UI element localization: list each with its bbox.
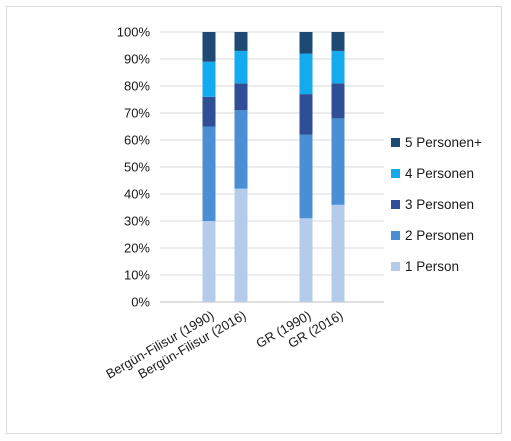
bar-segment bbox=[299, 218, 313, 302]
bar-segment bbox=[234, 50, 248, 84]
legend-swatch bbox=[391, 231, 400, 240]
y-tick-label: 90% bbox=[124, 52, 150, 67]
chart-frame bbox=[6, 6, 502, 434]
bar-segment bbox=[202, 61, 216, 97]
y-tick-label: 60% bbox=[124, 133, 150, 148]
bar-segment bbox=[202, 32, 216, 62]
bar-segment bbox=[331, 83, 345, 119]
legend-label: 3 Personen bbox=[405, 197, 474, 212]
bar-segment bbox=[299, 94, 313, 135]
legend-label: 2 Personen bbox=[405, 228, 474, 243]
y-tick-label: 20% bbox=[124, 241, 150, 256]
bar-segment bbox=[299, 32, 313, 54]
bar-segment bbox=[331, 32, 345, 51]
bar-segment bbox=[234, 188, 248, 302]
bar-segment bbox=[234, 110, 248, 189]
bar-segment bbox=[202, 221, 216, 302]
bar-segment bbox=[202, 96, 216, 127]
bar-segment bbox=[299, 134, 313, 219]
y-tick-label: 70% bbox=[124, 106, 150, 121]
bar-segment bbox=[234, 32, 248, 51]
bar-segment bbox=[202, 126, 216, 221]
bar-segment bbox=[331, 204, 345, 302]
legend-label: 5 Personen+ bbox=[405, 135, 482, 150]
legend-label: 4 Personen bbox=[405, 166, 474, 181]
legend-swatch bbox=[391, 138, 400, 147]
y-tick-label: 50% bbox=[124, 160, 150, 175]
y-tick-label: 10% bbox=[124, 268, 150, 283]
legend-label: 1 Person bbox=[405, 259, 459, 274]
bar-segment bbox=[299, 53, 313, 95]
bar-segment bbox=[234, 83, 248, 111]
y-tick-label: 100% bbox=[117, 25, 151, 40]
legend-swatch bbox=[391, 169, 400, 178]
y-tick-label: 80% bbox=[124, 79, 150, 94]
bar-segment bbox=[331, 118, 345, 205]
legend-swatch bbox=[391, 262, 400, 271]
y-tick-label: 40% bbox=[124, 187, 150, 202]
legend-swatch bbox=[391, 200, 400, 209]
y-tick-label: 30% bbox=[124, 214, 150, 229]
bar-segment bbox=[331, 50, 345, 84]
y-tick-label: 0% bbox=[131, 295, 150, 310]
